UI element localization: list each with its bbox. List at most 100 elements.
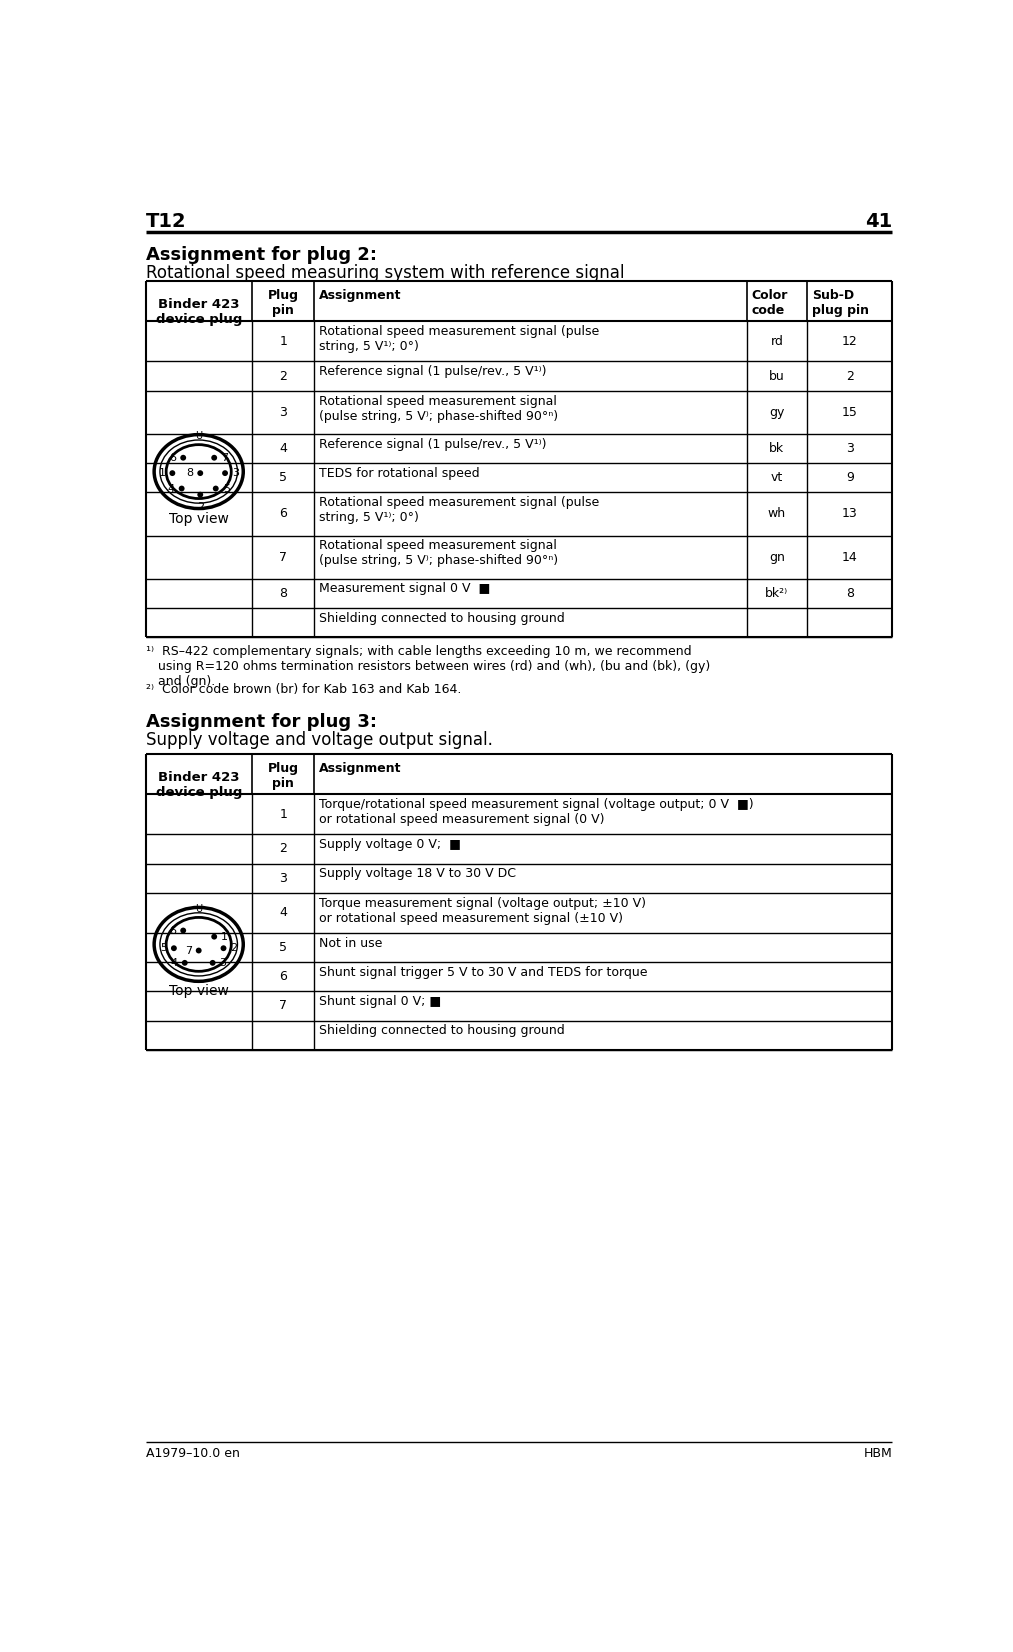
Text: 3: 3 [846, 443, 854, 454]
Text: Shunt signal 0 V; ■: Shunt signal 0 V; ■ [319, 995, 441, 1008]
Text: 13: 13 [842, 507, 858, 520]
Text: Rotational speed measurement signal (pulse
string, 5 V¹⁾; 0°): Rotational speed measurement signal (pul… [319, 496, 599, 524]
Text: 3: 3 [232, 468, 239, 477]
Text: Assignment: Assignment [319, 289, 401, 302]
Text: Reference signal (1 pulse/rev., 5 V¹⁾): Reference signal (1 pulse/rev., 5 V¹⁾) [319, 438, 546, 451]
Text: HBM: HBM [863, 1447, 892, 1460]
Text: gy: gy [769, 406, 784, 420]
Circle shape [171, 945, 177, 952]
Text: 8: 8 [280, 586, 287, 600]
Text: 8: 8 [846, 586, 854, 600]
Text: 8: 8 [186, 468, 193, 477]
Text: 1: 1 [280, 335, 287, 349]
Text: Torque measurement signal (voltage output; ±10 V)
or rotational speed measuremen: Torque measurement signal (voltage outpu… [319, 897, 646, 925]
Text: Shielding connected to housing ground: Shielding connected to housing ground [319, 1024, 564, 1037]
Text: 5: 5 [223, 484, 230, 494]
Text: 2: 2 [280, 843, 287, 856]
Text: Supply voltage 0 V;  ■: Supply voltage 0 V; ■ [319, 838, 461, 851]
Text: Rotational speed measuring system with reference signal: Rotational speed measuring system with r… [146, 264, 624, 282]
Text: U: U [196, 431, 203, 441]
Text: Measurement signal 0 V  ■: Measurement signal 0 V ■ [319, 583, 490, 595]
Text: 7: 7 [184, 945, 191, 955]
Ellipse shape [166, 917, 231, 971]
Text: 1: 1 [280, 808, 287, 821]
Text: 12: 12 [842, 335, 858, 349]
Circle shape [180, 454, 186, 461]
Text: 9: 9 [846, 471, 854, 484]
Text: 3: 3 [280, 872, 287, 885]
Text: wh: wh [768, 507, 786, 520]
Text: Rotational speed measurement signal
(pulse string, 5 V⁾; phase-shifted 90°ⁿ): Rotational speed measurement signal (pul… [319, 395, 558, 423]
Text: 41: 41 [865, 211, 892, 231]
Text: Color
code: Color code [752, 289, 788, 317]
Text: 6: 6 [169, 925, 176, 935]
Circle shape [212, 454, 217, 461]
Text: Binder 423
device plug: Binder 423 device plug [156, 299, 242, 327]
Text: Supply voltage 18 V to 30 V DC: Supply voltage 18 V to 30 V DC [319, 867, 516, 881]
Text: 4: 4 [170, 958, 177, 968]
Text: 7: 7 [280, 550, 287, 563]
Text: T12: T12 [146, 211, 186, 231]
Text: Top view: Top view [169, 985, 229, 998]
Text: U: U [196, 904, 203, 914]
Text: Supply voltage and voltage output signal.: Supply voltage and voltage output signal… [146, 732, 493, 748]
Text: Plug
pin: Plug pin [267, 762, 299, 790]
Text: Reference signal (1 pulse/rev., 5 V¹⁾): Reference signal (1 pulse/rev., 5 V¹⁾) [319, 365, 546, 378]
Text: 2: 2 [231, 943, 238, 953]
Text: Binder 423
device plug: Binder 423 device plug [156, 771, 242, 800]
Text: ²⁾  Color code brown (br) for Kab 163 and Kab 164.: ²⁾ Color code brown (br) for Kab 163 and… [146, 684, 461, 697]
Text: bu: bu [769, 370, 785, 383]
Text: 4: 4 [280, 443, 287, 454]
Text: 3: 3 [280, 406, 287, 420]
Text: 5: 5 [280, 471, 287, 484]
Circle shape [210, 960, 216, 966]
Text: 1: 1 [158, 468, 165, 477]
Text: 7: 7 [221, 453, 228, 463]
Circle shape [196, 948, 202, 953]
Text: 4: 4 [167, 484, 174, 494]
Text: 2: 2 [846, 370, 854, 383]
Text: Assignment for plug 3:: Assignment for plug 3: [146, 712, 377, 730]
Text: 7: 7 [280, 999, 287, 1013]
Text: 2: 2 [280, 370, 287, 383]
Text: 5: 5 [280, 942, 287, 953]
Circle shape [198, 471, 204, 476]
Text: 15: 15 [842, 406, 858, 420]
Circle shape [181, 960, 187, 966]
Circle shape [198, 492, 204, 497]
Text: gn: gn [769, 550, 785, 563]
Text: Shunt signal trigger 5 V to 30 V and TEDS for torque: Shunt signal trigger 5 V to 30 V and TED… [319, 966, 647, 980]
Text: TEDS for rotational speed: TEDS for rotational speed [319, 468, 479, 481]
Text: bk: bk [769, 443, 784, 454]
Circle shape [221, 945, 227, 952]
Text: 1: 1 [221, 932, 228, 942]
Text: ¹⁾  RS–422 complementary signals; with cable lengths exceeding 10 m, we recommen: ¹⁾ RS–422 complementary signals; with ca… [146, 644, 710, 687]
Circle shape [222, 471, 228, 476]
Circle shape [180, 927, 186, 933]
Text: 5: 5 [160, 943, 167, 953]
Text: Rotational speed measurement signal (pulse
string, 5 V¹⁾; 0°): Rotational speed measurement signal (pul… [319, 325, 599, 354]
Text: Sub-D
plug pin: Sub-D plug pin [811, 289, 869, 317]
Circle shape [212, 933, 217, 940]
Text: 3: 3 [220, 958, 227, 968]
Circle shape [178, 486, 184, 491]
Text: vt: vt [771, 471, 783, 484]
Circle shape [169, 471, 175, 476]
Ellipse shape [166, 444, 231, 499]
Text: Assignment: Assignment [319, 762, 401, 775]
Text: 2: 2 [197, 502, 204, 512]
Text: Torque/rotational speed measurement signal (voltage output; 0 V  ■)
or rotationa: Torque/rotational speed measurement sign… [319, 798, 754, 826]
Text: A1979–10.0 en: A1979–10.0 en [146, 1447, 240, 1460]
Text: bk²⁾: bk²⁾ [765, 586, 788, 600]
Text: 6: 6 [280, 507, 287, 520]
Text: 14: 14 [842, 550, 858, 563]
Text: 6: 6 [169, 453, 176, 463]
Text: Plug
pin: Plug pin [267, 289, 299, 317]
Text: 4: 4 [280, 907, 287, 919]
Text: Assignment for plug 2:: Assignment for plug 2: [146, 246, 377, 264]
Text: Rotational speed measurement signal
(pulse string, 5 V⁾; phase-shifted 90°ⁿ): Rotational speed measurement signal (pul… [319, 539, 558, 567]
Circle shape [213, 486, 219, 491]
Text: rd: rd [771, 335, 783, 349]
Text: 6: 6 [280, 970, 287, 983]
Text: Shielding connected to housing ground: Shielding connected to housing ground [319, 611, 564, 624]
